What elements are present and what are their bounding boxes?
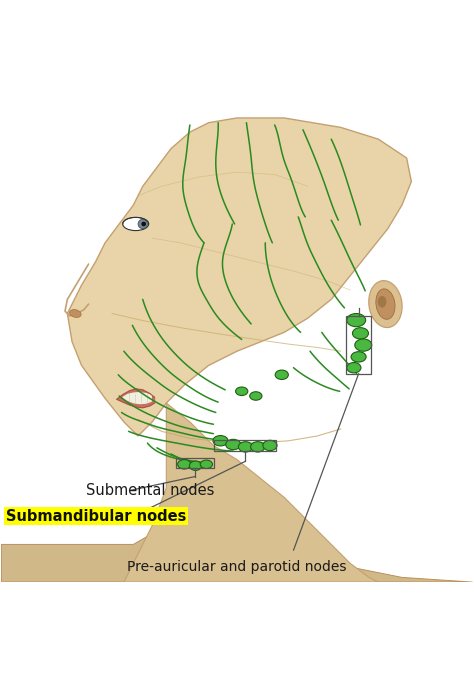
Polygon shape xyxy=(117,389,155,407)
Ellipse shape xyxy=(213,436,228,446)
Ellipse shape xyxy=(263,440,277,450)
Ellipse shape xyxy=(178,459,191,469)
Ellipse shape xyxy=(226,439,241,450)
Text: Submental nodes: Submental nodes xyxy=(86,483,215,498)
Ellipse shape xyxy=(351,351,366,362)
Ellipse shape xyxy=(200,460,212,468)
Polygon shape xyxy=(124,403,378,582)
Ellipse shape xyxy=(238,441,253,452)
Ellipse shape xyxy=(251,441,265,452)
Ellipse shape xyxy=(355,339,372,351)
Text: Submandibular nodes: Submandibular nodes xyxy=(6,509,186,524)
Ellipse shape xyxy=(190,461,201,471)
Polygon shape xyxy=(123,393,151,403)
Ellipse shape xyxy=(347,313,365,326)
Polygon shape xyxy=(67,118,411,436)
Ellipse shape xyxy=(353,328,368,339)
Bar xyxy=(176,457,214,468)
Ellipse shape xyxy=(250,392,262,401)
Ellipse shape xyxy=(236,387,248,396)
Ellipse shape xyxy=(70,310,81,317)
Polygon shape xyxy=(1,525,473,582)
Ellipse shape xyxy=(369,281,402,328)
Ellipse shape xyxy=(141,222,146,227)
Ellipse shape xyxy=(275,370,288,380)
Text: Pre-auricular and parotid nodes: Pre-auricular and parotid nodes xyxy=(127,560,347,574)
Bar xyxy=(214,440,276,451)
Bar xyxy=(346,316,371,374)
Ellipse shape xyxy=(123,218,149,231)
Ellipse shape xyxy=(138,219,147,229)
Ellipse shape xyxy=(347,362,361,373)
Ellipse shape xyxy=(376,289,395,319)
Ellipse shape xyxy=(378,296,386,308)
